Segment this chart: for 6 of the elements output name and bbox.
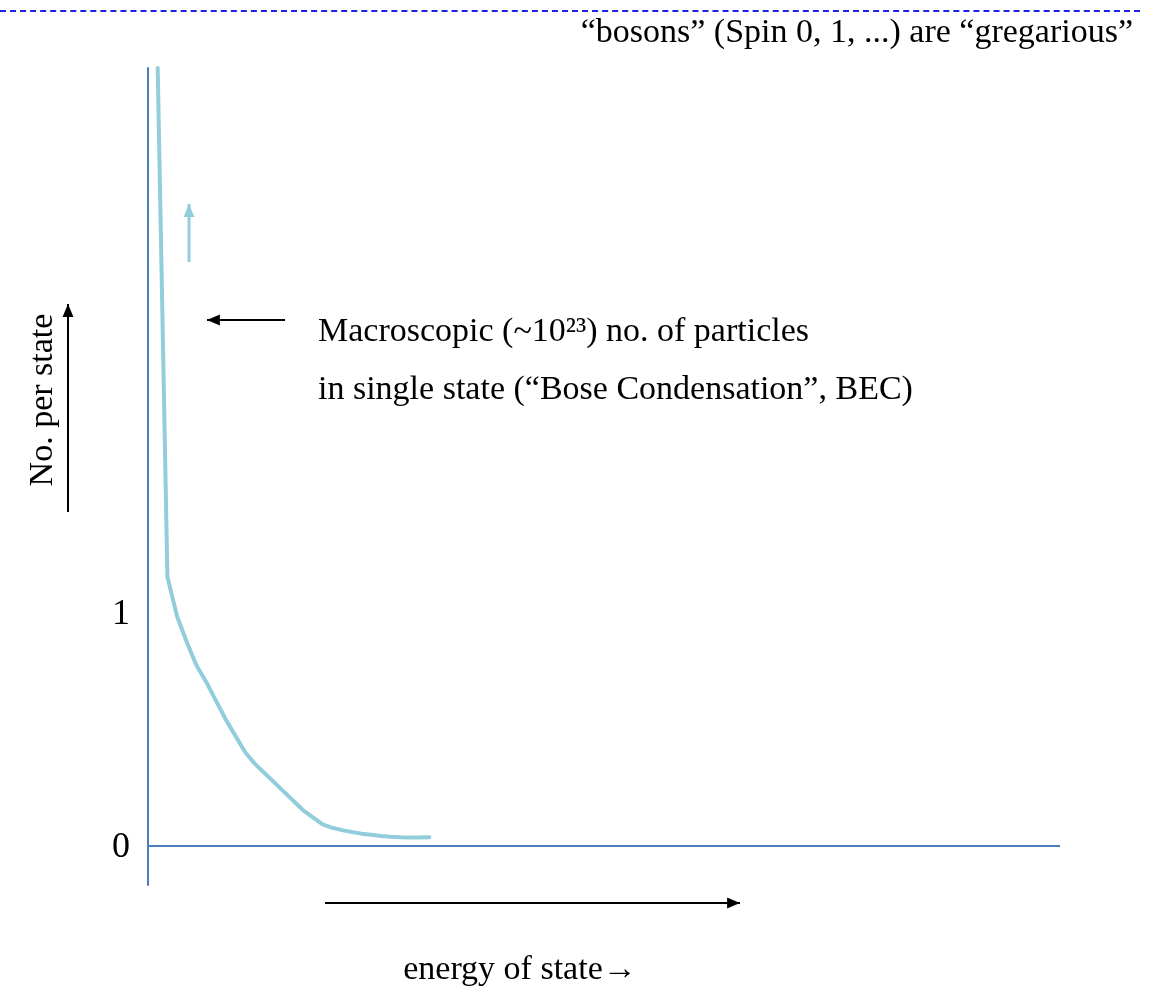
y-tick-label: 1 [112, 591, 130, 632]
x-axis-title: energy of state→ [403, 948, 637, 986]
y-axis-title: No. per state [21, 313, 59, 487]
annotation: Macroscopic (~10²³) no. of particles in single state (“Bose Condensation”, BEC) [318, 310, 913, 407]
y-tick-label: 0 [112, 825, 130, 866]
chart-title: “bosons” (Spin 0, 1, ...) are “gregarious” [580, 11, 1134, 50]
